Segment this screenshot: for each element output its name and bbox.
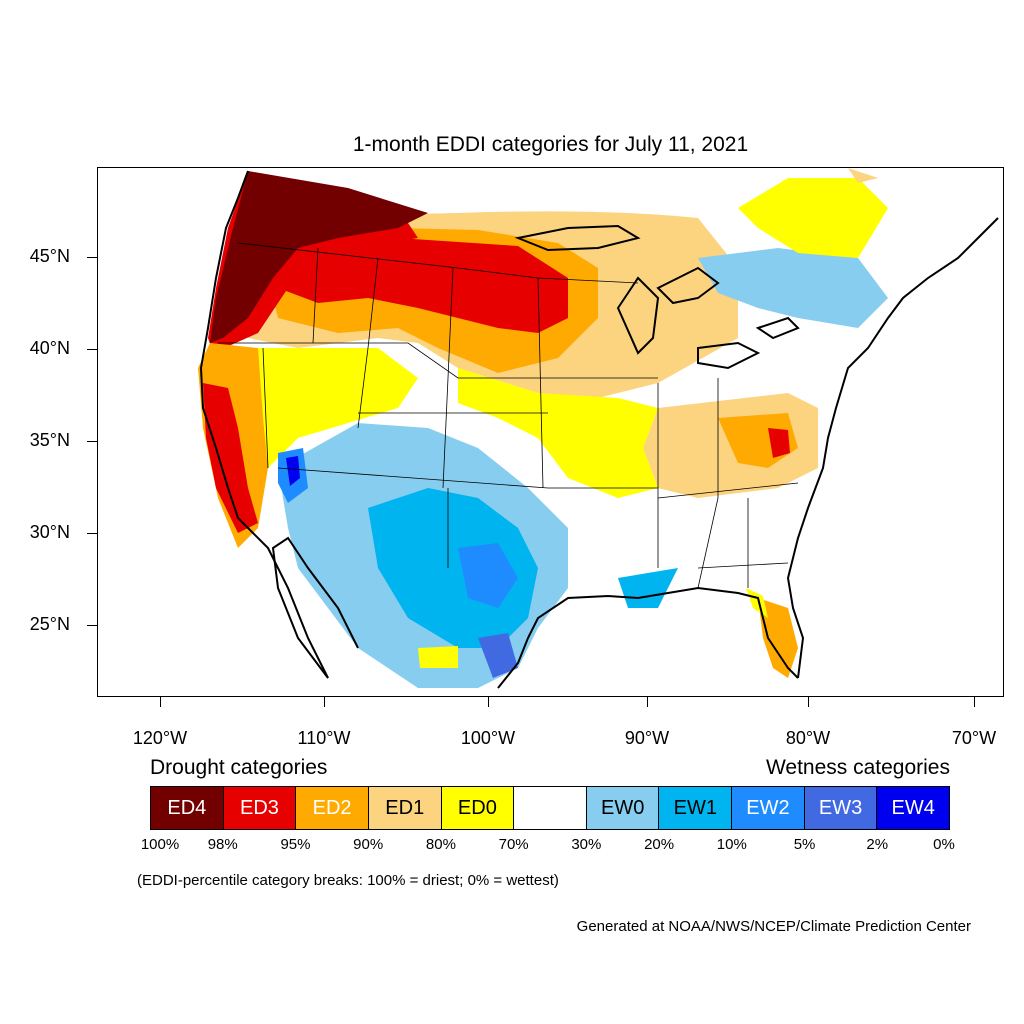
percentile-label: 5% [793, 836, 816, 853]
category-shading [198, 168, 888, 688]
state-boundaries [218, 242, 799, 589]
percentile-label: 100% [140, 836, 180, 853]
percentile-label: 95% [280, 836, 311, 853]
lon-label-100: 100°W [460, 728, 516, 748]
lon-tick [974, 697, 975, 707]
percentile-label: 2% [866, 836, 889, 853]
lat-tick [87, 625, 97, 626]
percentile-label: 98% [207, 836, 238, 853]
wetness-heading: Wetness categories [765, 756, 950, 779]
lat-tick [87, 257, 97, 258]
drought-heading: Drought categories [150, 756, 328, 779]
lon-label-110: 110°W [297, 728, 351, 748]
lat-tick [87, 349, 97, 350]
percentile-label: 0% [933, 836, 955, 853]
lat-label-40: 40°N [29, 338, 70, 358]
lon-tick [488, 697, 489, 707]
legend-swatch-ew1: EW1 [659, 787, 733, 829]
legend-swatch-ew3: EW3 [804, 787, 878, 829]
coastlines [199, 170, 999, 689]
legend-swatch-ew4: EW4 [877, 787, 950, 829]
category-legend: ED4 ED3 ED2 ED1 ED0 EW0 EW1 EW2 EW3 EW4 [150, 786, 950, 830]
category-note: (EDDI-percentile category breaks: 100% =… [137, 872, 559, 889]
lon-label-70: 70°W [951, 728, 997, 748]
lon-label-120: 120°W [132, 728, 188, 748]
lat-tick [87, 533, 97, 534]
legend-swatch-ed2: ED2 [296, 787, 369, 829]
legend-swatch-ed4: ED4 [151, 787, 224, 829]
lat-label-35: 35°N [29, 430, 70, 450]
map-panel [97, 167, 1004, 697]
map-title: 1-month EDDI categories for July 11, 202… [352, 133, 749, 156]
lat-label-25: 25°N [29, 614, 70, 634]
legend-swatch-ed0: ED0 [441, 787, 515, 829]
credit-line: Generated at NOAA/NWS/NCEP/Climate Predi… [576, 918, 971, 935]
percentile-label: 70% [498, 836, 529, 853]
legend-swatch-ew2: EW2 [732, 787, 805, 829]
eddi-map [198, 168, 999, 689]
percentile-label: 30% [571, 836, 602, 853]
lon-tick [808, 697, 809, 707]
legend-swatch-ew0: EW0 [586, 787, 660, 829]
lat-label-30: 30°N [29, 522, 70, 542]
percentile-label: 10% [716, 836, 747, 853]
percentile-label: 90% [353, 836, 384, 853]
percentile-label: 80% [425, 836, 456, 853]
lat-label-45: 45°N [29, 246, 70, 266]
lon-label-90: 90°W [624, 728, 670, 748]
lon-label-80: 80°W [785, 728, 831, 748]
lon-tick [647, 697, 648, 707]
percentile-label: 20% [644, 836, 675, 853]
legend-swatch-ed3: ED3 [223, 787, 297, 829]
lon-tick [160, 697, 161, 707]
legend-swatch-ed1: ED1 [368, 787, 442, 829]
lon-tick [324, 697, 325, 707]
legend-swatch-normal [514, 787, 587, 829]
lat-tick [87, 441, 97, 442]
